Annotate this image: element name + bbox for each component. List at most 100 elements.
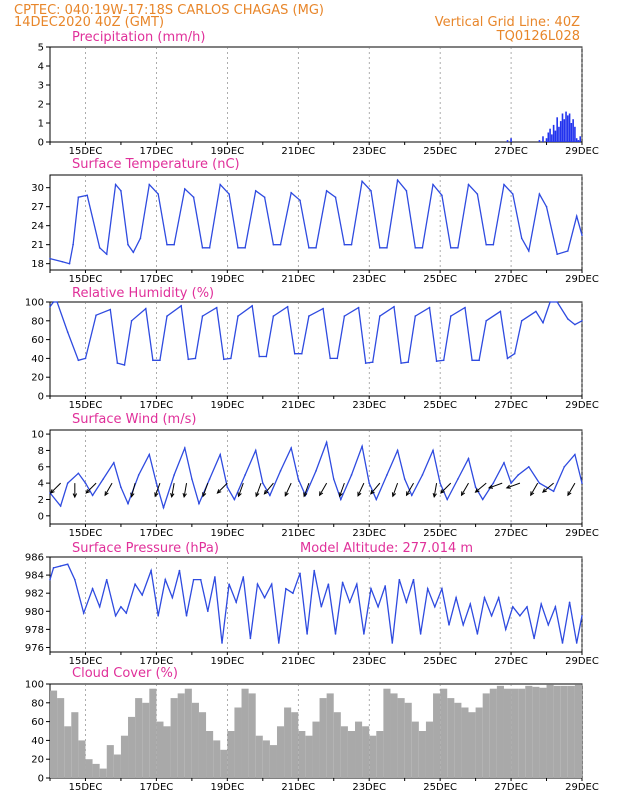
data-point xyxy=(414,315,417,317)
x-tick-label: 23DEC xyxy=(352,274,386,285)
wind-arrow xyxy=(461,482,469,496)
data-point xyxy=(563,465,566,468)
x-tick-label: 21DEC xyxy=(281,528,315,539)
data-point xyxy=(293,352,296,355)
data-point xyxy=(377,605,379,608)
cloud-bar xyxy=(355,721,363,778)
data-point xyxy=(545,205,548,208)
cloud-bar xyxy=(149,688,157,778)
data-point xyxy=(59,505,62,507)
data-point xyxy=(519,615,521,617)
data-point xyxy=(192,578,195,581)
data-point xyxy=(535,310,537,313)
wind-arrow-head xyxy=(542,488,547,493)
data-point xyxy=(426,587,429,590)
cloud-bar xyxy=(383,688,391,778)
wind-arrow xyxy=(104,482,113,496)
wind-arrow xyxy=(542,482,554,493)
x-tick-label: 15DEC xyxy=(69,528,103,539)
wind-arrow xyxy=(217,482,228,494)
cloud-bar xyxy=(220,749,228,778)
data-point xyxy=(127,243,129,246)
wind-arrow xyxy=(183,483,188,498)
x-tick-label: 25DEC xyxy=(423,656,457,667)
precip-bar xyxy=(577,140,580,142)
y-tick-label: 21 xyxy=(31,240,44,251)
data-point xyxy=(547,624,550,626)
data-point xyxy=(398,578,401,581)
wind-arrow-head xyxy=(487,484,494,489)
precip-bar xyxy=(551,134,553,142)
data-point xyxy=(105,578,108,581)
data-point xyxy=(528,465,530,468)
data-point xyxy=(512,605,514,608)
data-point xyxy=(132,251,135,254)
cloud-bar xyxy=(461,707,469,778)
location-header: CPTEC: 040:19W-17:18S CARLOS CHAGAS (MG) xyxy=(14,3,324,18)
y-tick-label: 20 xyxy=(31,373,44,384)
x-tick-label: 17DEC xyxy=(140,400,174,411)
wind-arrow xyxy=(154,482,161,497)
data-point xyxy=(171,596,174,599)
data-point xyxy=(272,315,275,317)
wind-arrow-head xyxy=(72,493,78,499)
data-point xyxy=(492,482,495,484)
y-tick-label: 8 xyxy=(38,446,44,457)
data-point xyxy=(49,305,51,308)
cloud-bar xyxy=(489,688,497,778)
precip-bar xyxy=(554,130,557,142)
wind-arrow-head xyxy=(567,491,572,497)
cloud-bar xyxy=(227,731,235,778)
wind-arrow xyxy=(202,482,209,497)
series-line xyxy=(49,178,583,265)
data-point xyxy=(341,581,344,584)
data-point xyxy=(432,183,434,186)
wind-arrow-head xyxy=(432,492,437,499)
x-tick-label: 17DEC xyxy=(140,782,174,793)
data-point xyxy=(144,307,147,310)
data-point xyxy=(419,633,422,635)
cloud-bar xyxy=(418,731,426,778)
cloud-bar xyxy=(574,684,582,778)
grid-note: Vertical Grid Line: 40Z xyxy=(435,15,580,30)
data-point xyxy=(162,506,165,509)
y-tick-label: 27 xyxy=(31,202,44,213)
data-point xyxy=(113,461,115,464)
data-point xyxy=(343,243,346,246)
wind-arrow xyxy=(406,482,414,496)
wind-arrow xyxy=(264,482,274,495)
data-point xyxy=(386,247,388,249)
data-point xyxy=(581,482,583,484)
data-point xyxy=(499,310,502,313)
data-point xyxy=(355,583,358,585)
data-point xyxy=(290,191,292,194)
data-point xyxy=(520,237,523,240)
cloud-bar xyxy=(525,685,533,778)
cloud-bar xyxy=(447,698,455,778)
data-point xyxy=(68,262,71,265)
cloud-bar xyxy=(411,721,419,778)
data-point xyxy=(348,601,351,604)
wind-arrow-head xyxy=(85,489,91,494)
cloud-bar xyxy=(184,688,192,778)
x-tick-label: 15DEC xyxy=(69,274,103,285)
data-point xyxy=(396,449,399,452)
data-point xyxy=(173,243,175,246)
data-point xyxy=(476,633,479,635)
data-point xyxy=(400,362,402,364)
x-tick-label: 17DEC xyxy=(140,274,174,285)
wind-arrow xyxy=(488,482,503,489)
y-tick-label: 1 xyxy=(38,119,44,130)
y-tick-label: 0 xyxy=(38,138,44,149)
y-tick-label: 20 xyxy=(31,755,44,766)
wind-arrow xyxy=(284,482,292,497)
data-point xyxy=(322,307,324,310)
wind-arrow-head xyxy=(49,489,55,494)
x-tick-label: 23DEC xyxy=(352,782,386,793)
x-tick-label: 27DEC xyxy=(494,400,528,411)
data-point xyxy=(325,190,328,192)
data-point xyxy=(497,596,500,599)
data-point xyxy=(256,583,259,585)
cloud-bar xyxy=(468,712,476,778)
data-point xyxy=(517,474,519,476)
